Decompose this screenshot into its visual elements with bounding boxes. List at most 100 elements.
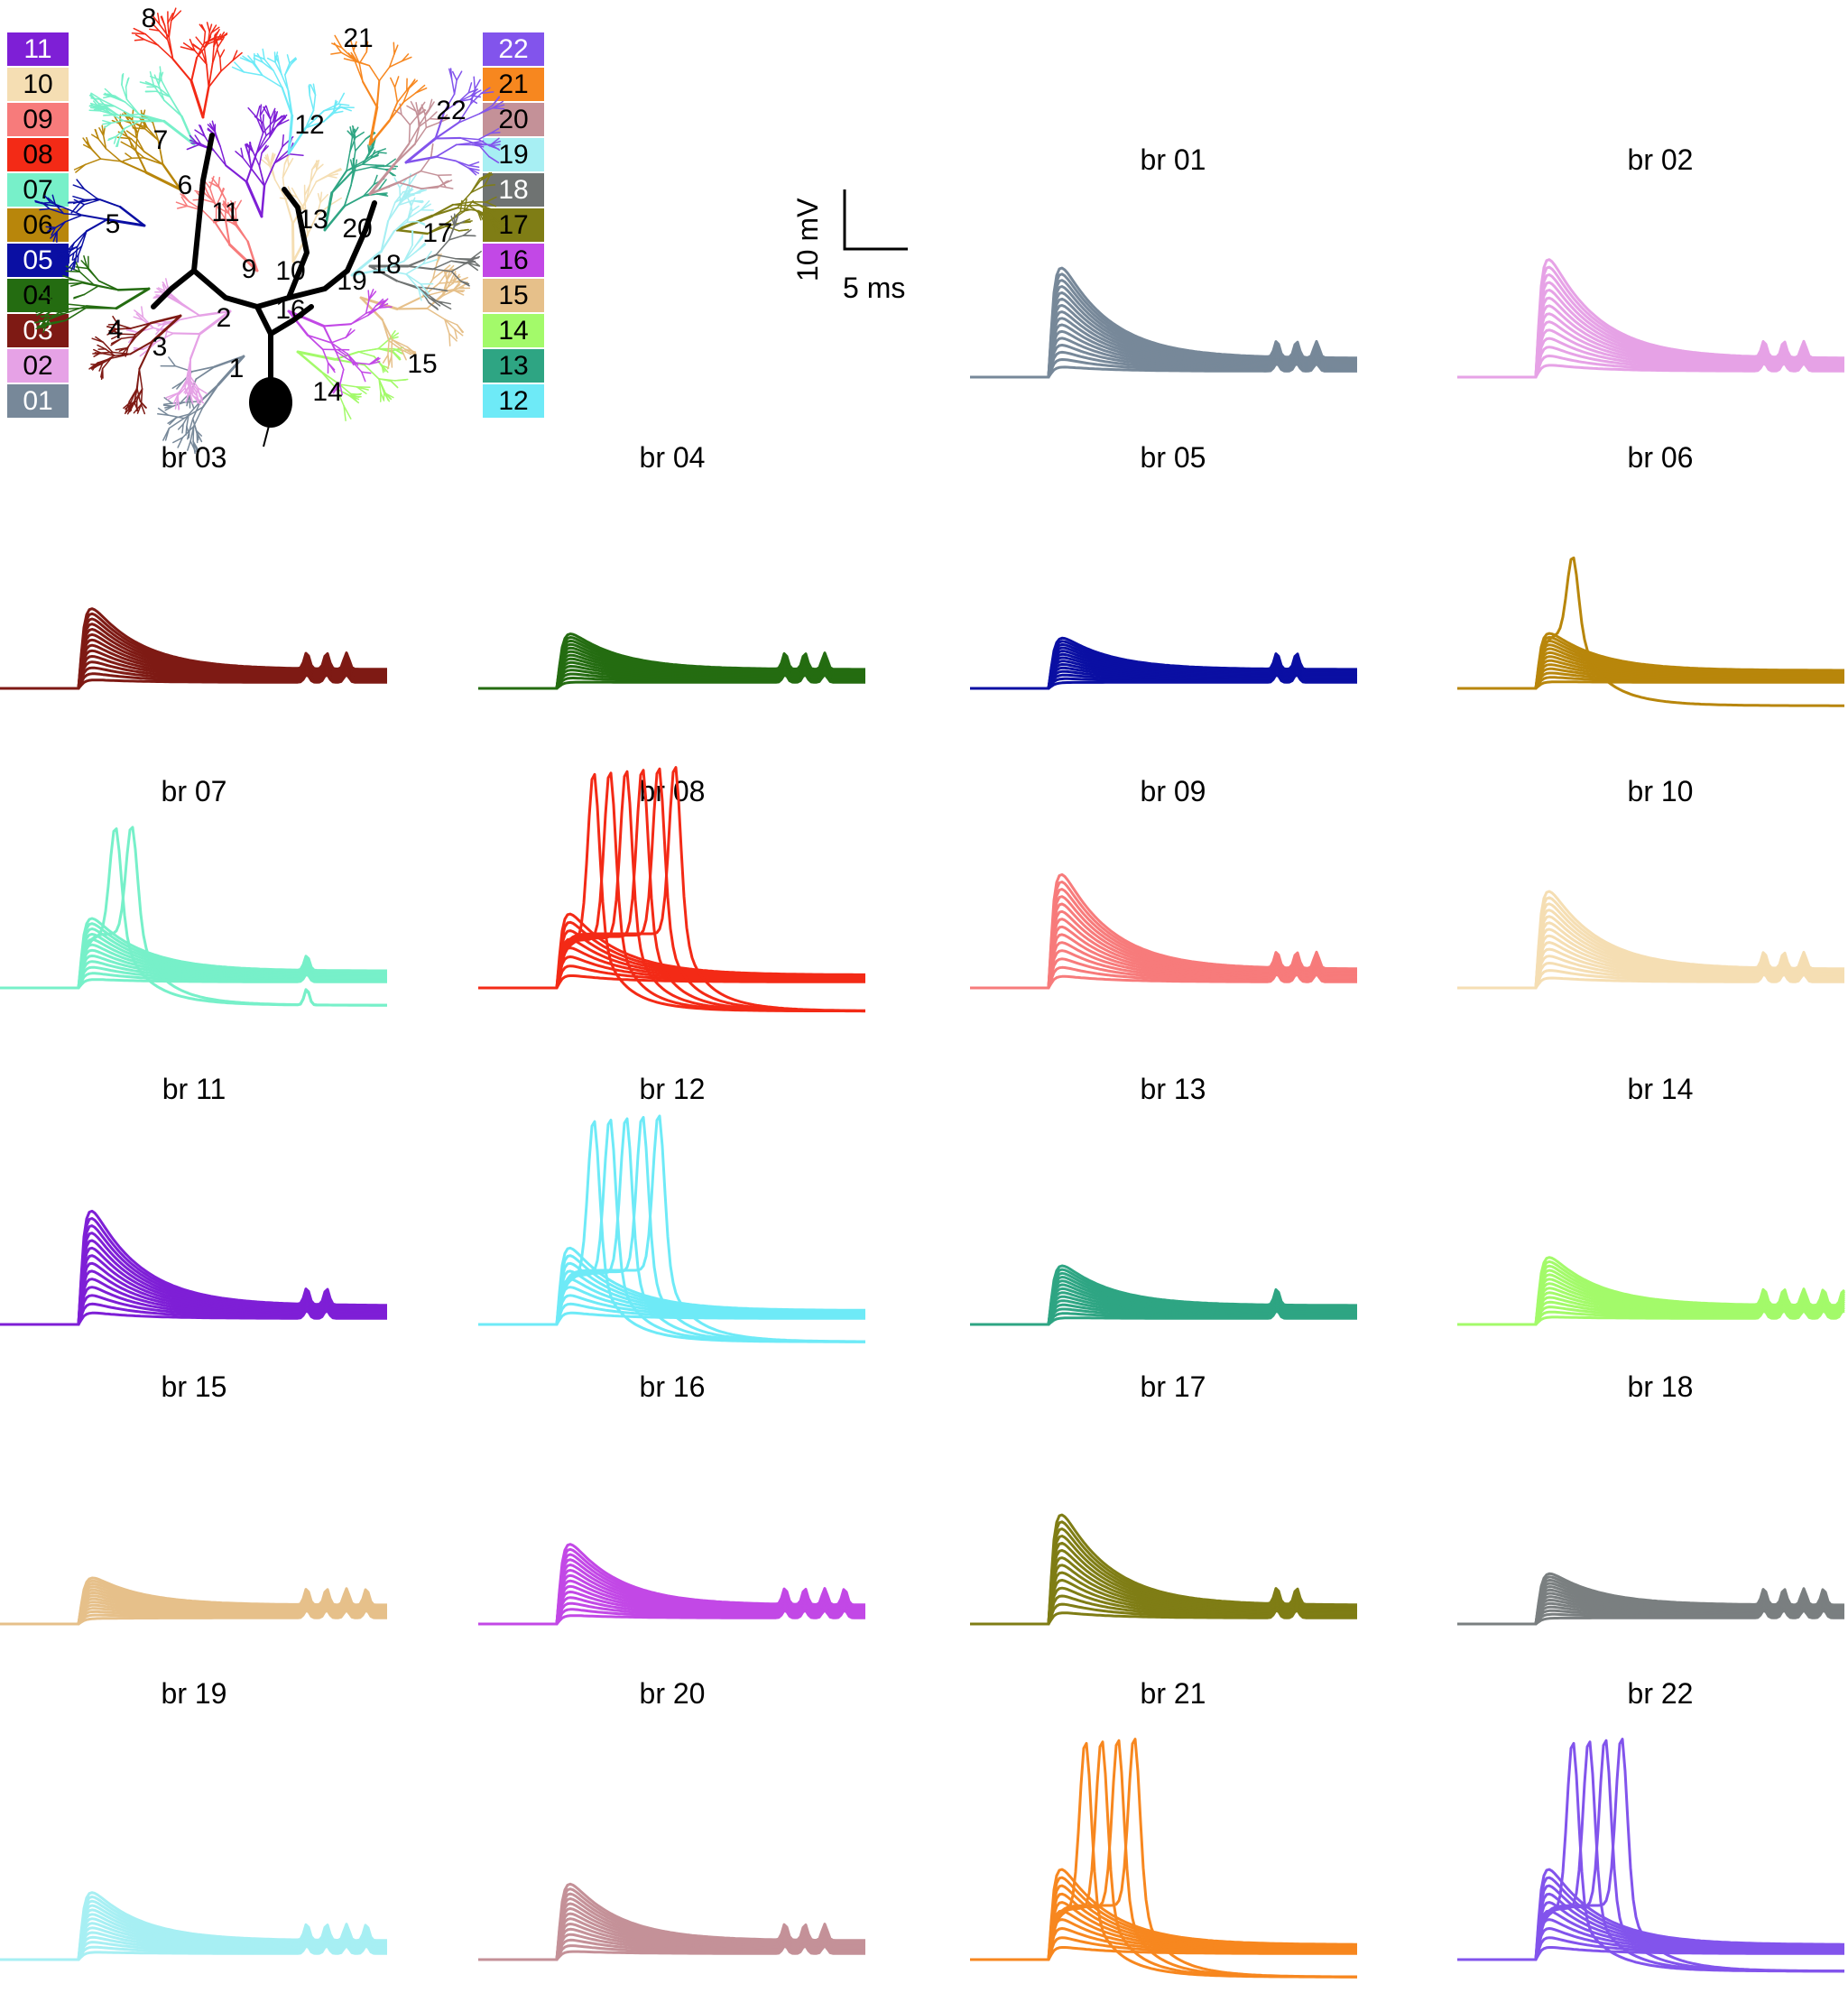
legend-swatch-16 — [483, 244, 544, 277]
panel-br-02: br 02 — [1457, 143, 1845, 379]
dendrite-branch-12 — [231, 48, 355, 155]
panel-br-05: br 05 — [970, 441, 1358, 690]
neuron-label-21: 21 — [343, 23, 373, 53]
panel-br-15: br 15 — [0, 1370, 388, 1626]
dendrite-branch-11 — [186, 104, 304, 218]
neuron-label-14: 14 — [312, 377, 342, 407]
legend-label-06: 06 — [23, 210, 52, 240]
panel-title: br 02 — [1628, 143, 1694, 176]
trace-panels: br 01 br 02 br 03 br 04 br 05 br 06 br 07 br 08… — [0, 143, 1846, 1979]
neuron-label-2: 2 — [217, 303, 232, 333]
dendrite-branch-7 — [88, 66, 196, 148]
legend-swatch-15 — [483, 279, 544, 312]
dendrite-branch-1 — [157, 355, 245, 455]
legend-label-09: 09 — [23, 105, 52, 134]
panel-br-08: br 08 — [478, 766, 866, 1013]
trace-line — [1457, 1738, 1844, 1973]
dendrite-branch-4 — [33, 254, 151, 333]
panel-title: br 13 — [1141, 1073, 1206, 1105]
legend-label-01: 01 — [23, 386, 52, 416]
trace-line — [1457, 890, 1845, 990]
neuron-label-3: 3 — [152, 332, 168, 362]
trace-line — [0, 607, 387, 690]
legend-label-05: 05 — [23, 245, 52, 275]
panel-title: br 12 — [640, 1073, 706, 1105]
panel-title: br 09 — [1141, 775, 1206, 807]
neuron-label-1: 1 — [229, 354, 245, 383]
dendrite-branch-3 — [88, 314, 182, 415]
panel-title: br 06 — [1628, 441, 1694, 474]
trace-line — [478, 1114, 865, 1343]
panel-title: br 11 — [162, 1073, 226, 1105]
trace-line — [478, 632, 865, 690]
legend-label-16: 16 — [498, 245, 528, 275]
trace-line — [0, 1576, 387, 1626]
trace-line — [1457, 556, 1844, 707]
legend-swatch-22 — [483, 32, 544, 66]
dendrite-branch-10 — [261, 152, 343, 263]
panel-br-09: br 09 — [970, 775, 1357, 990]
trace-line — [1457, 258, 1844, 379]
panel-br-04: br 04 — [478, 441, 866, 690]
dendrite-branch-16 — [287, 289, 393, 396]
legend-label-14: 14 — [498, 316, 528, 346]
panel-title: br 17 — [1141, 1370, 1206, 1403]
panel-br-11: br 11 — [0, 1073, 387, 1326]
trace-line — [478, 766, 865, 1012]
panel-title: br 01 — [1141, 143, 1206, 176]
panel-title: br 10 — [1628, 775, 1694, 807]
panel-br-16: br 16 — [478, 1370, 865, 1626]
neuron-label-18: 18 — [371, 250, 401, 280]
legend-swatch-02 — [7, 349, 69, 383]
dendrite-branch-8 — [131, 7, 243, 119]
legend-swatch-11 — [7, 32, 69, 66]
legend-label-13: 13 — [498, 351, 528, 381]
panel-br-14: br 14 — [1457, 1073, 1846, 1326]
dendrite-branch-5 — [34, 179, 146, 272]
dendrite-trunk — [151, 133, 377, 382]
panel-br-20: br 20 — [478, 1677, 865, 1961]
soma — [249, 377, 292, 428]
legend-swatch-09 — [7, 103, 69, 136]
trace-line — [1457, 1572, 1844, 1626]
neuron-label-5: 5 — [106, 209, 121, 239]
panel-br-01: br 01 — [970, 143, 1358, 379]
panel-title: br 03 — [162, 441, 227, 474]
panel-br-17: br 17 — [970, 1370, 1358, 1626]
scale-bar-x-label: 5 ms — [843, 272, 905, 304]
legend-label-08: 08 — [23, 140, 52, 170]
legend-label-21: 21 — [498, 69, 528, 99]
trace-line — [0, 1209, 387, 1326]
legend-swatch-12 — [483, 384, 544, 418]
scale-bar-y-label: 10 mV — [791, 198, 824, 281]
neuron-label-13: 13 — [298, 205, 328, 235]
neuron-label-20: 20 — [342, 214, 372, 244]
legend-label-22: 22 — [498, 34, 528, 64]
trace-line — [970, 1513, 1357, 1626]
legend-swatch-05 — [7, 244, 69, 277]
dendrite-branch-13 — [323, 125, 399, 232]
neuron-label-17: 17 — [422, 218, 452, 248]
panel-br-12: br 12 — [478, 1073, 866, 1343]
legend-label-15: 15 — [498, 281, 528, 310]
neuron-label-9: 9 — [242, 254, 257, 284]
panel-br-03: br 03 — [0, 441, 387, 690]
neuron-label-10: 10 — [275, 256, 305, 286]
panel-title: br 16 — [640, 1370, 706, 1403]
neuron-label-19: 19 — [337, 266, 366, 296]
dendrite-branch-21 — [330, 34, 428, 146]
legend-label-18: 18 — [498, 175, 528, 205]
legend-swatch-10 — [7, 68, 69, 101]
scale-bar-lines — [843, 189, 908, 251]
legend-label-02: 02 — [23, 351, 52, 381]
trace-line — [970, 1738, 1357, 1979]
panel-br-10: br 10 — [1457, 775, 1845, 990]
trace-line — [970, 266, 1357, 379]
neuron-label-16: 16 — [275, 295, 305, 325]
legend-swatch-01 — [7, 384, 69, 418]
trace-line — [970, 872, 1357, 990]
panel-title: br 07 — [162, 775, 227, 807]
neuron-label-22: 22 — [436, 96, 466, 125]
